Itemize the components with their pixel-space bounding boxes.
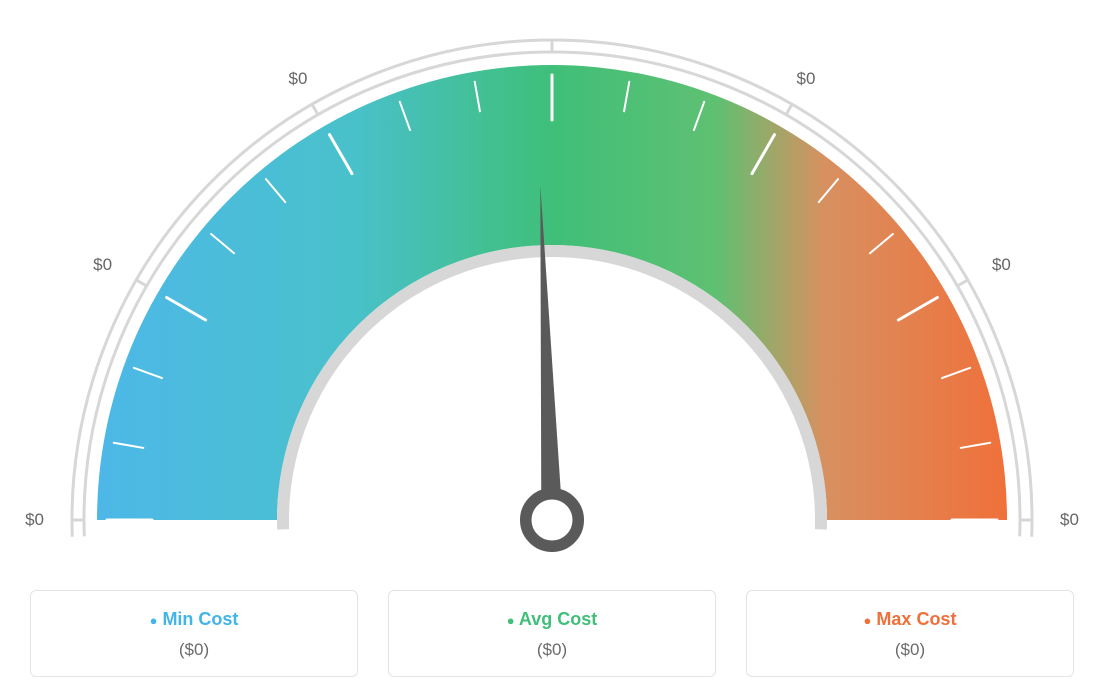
legend-title-avg: ● Avg Cost: [399, 609, 705, 630]
svg-text:$0: $0: [992, 255, 1011, 274]
svg-text:$0: $0: [797, 69, 816, 88]
svg-text:$0: $0: [289, 69, 308, 88]
legend-card-min: ● Min Cost ($0): [30, 590, 358, 677]
legend-title-min: ● Min Cost: [41, 609, 347, 630]
svg-text:$0: $0: [1060, 510, 1079, 529]
legend-row: ● Min Cost ($0) ● Avg Cost ($0) ● Max Co…: [20, 590, 1084, 677]
svg-text:$0: $0: [93, 255, 112, 274]
legend-value-min: ($0): [41, 640, 347, 660]
legend-value-max: ($0): [757, 640, 1063, 660]
svg-text:$0: $0: [25, 510, 44, 529]
legend-card-max: ● Max Cost ($0): [746, 590, 1074, 677]
legend-title-max: ● Max Cost: [757, 609, 1063, 630]
cost-gauge-chart: $0$0$0$0$0$0$0 ● Min Cost ($0) ● Avg Cos…: [20, 20, 1084, 677]
gauge-svg: $0$0$0$0$0$0$0: [20, 20, 1084, 560]
legend-card-avg: ● Avg Cost ($0): [388, 590, 716, 677]
legend-value-avg: ($0): [399, 640, 705, 660]
